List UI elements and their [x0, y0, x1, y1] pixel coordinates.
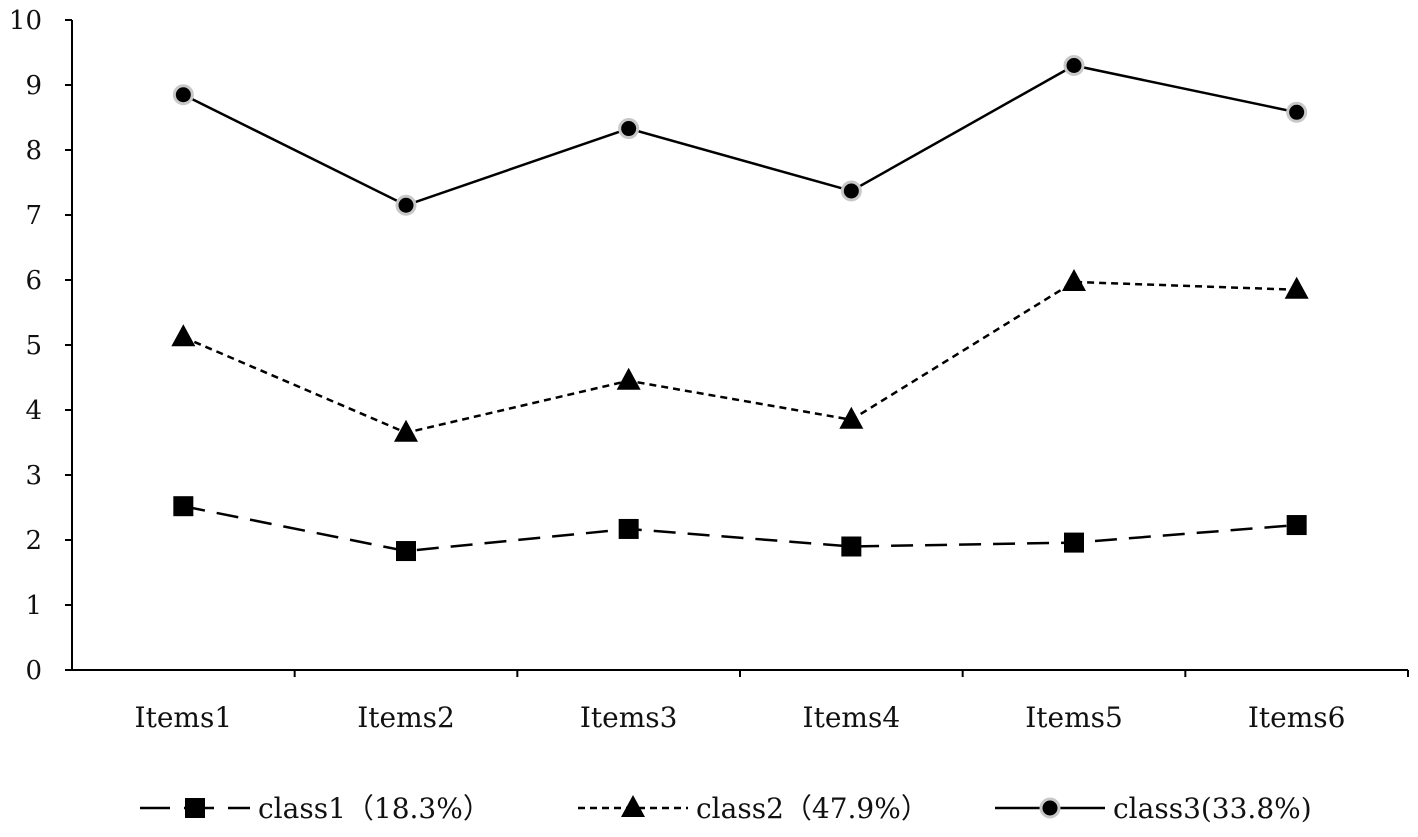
legend: class1（18.3%） class2（47.9%） class3(33.8%) — [140, 792, 1312, 825]
x-tick-label: Items4 — [803, 701, 901, 734]
x-tick-label: Items2 — [357, 701, 455, 734]
y-tick-label: 2 — [25, 526, 42, 556]
series-2 — [171, 268, 1309, 442]
x-axis: Items1 Items2 Items3 Items4 Items5 Items6 — [72, 669, 1409, 734]
series-1-line — [183, 504, 1297, 553]
series-1-point — [396, 541, 416, 562]
series-3-point — [172, 84, 194, 106]
legend-item-2: class2（47.9%） — [578, 792, 929, 825]
y-tick-label: 0 — [25, 656, 42, 686]
y-tick-label: 4 — [25, 396, 42, 426]
y-tick-label: 10 — [9, 6, 42, 36]
legend-item-3: class3(33.8%) — [995, 792, 1312, 825]
series-3 — [172, 55, 1308, 216]
x-tick-label: Items1 — [135, 701, 233, 734]
series-3-point — [395, 194, 417, 216]
series-3-point — [1286, 101, 1308, 123]
series-layer — [171, 55, 1309, 562]
legend-marker — [185, 798, 205, 818]
series-2-line — [182, 280, 1297, 435]
legend-label: class2（47.9%） — [696, 792, 929, 825]
y-tick-label: 5 — [25, 331, 42, 361]
y-tick-label: 7 — [25, 201, 42, 231]
y-tick-label: 9 — [25, 71, 42, 101]
legend-marker — [1039, 797, 1061, 819]
series-1-point — [841, 536, 862, 557]
series-3-line — [182, 64, 1297, 207]
series-2-point — [1062, 268, 1086, 291]
y-tick-label: 6 — [25, 266, 42, 296]
series-1-point — [618, 518, 639, 539]
series-2-point — [171, 324, 196, 347]
series-1 — [173, 496, 1307, 562]
series-2-point — [839, 406, 864, 429]
series-2-point — [1284, 276, 1309, 299]
y-tick-label: 8 — [25, 136, 42, 166]
y-tick-label: 3 — [25, 461, 42, 491]
legend-label: class1（18.3%） — [258, 792, 491, 825]
x-tick-label: Items5 — [1025, 701, 1123, 734]
x-tick-label: Items6 — [1248, 701, 1346, 734]
series-3-point — [840, 180, 862, 202]
series-2-point — [394, 419, 418, 442]
legend-marker — [621, 795, 645, 817]
y-tick-label: 1 — [25, 591, 42, 621]
x-tick-label: Items3 — [580, 701, 678, 734]
series-3-point — [1063, 55, 1085, 76]
series-1-point — [1286, 515, 1307, 536]
y-axis: 0 1 2 3 4 5 6 7 8 9 10 — [9, 6, 73, 686]
series-1-point — [1064, 532, 1084, 553]
legend-label: class3(33.8%) — [1113, 792, 1312, 825]
series-1-point — [173, 496, 194, 517]
legend-item-1: class1（18.3%） — [140, 792, 491, 825]
series-3-point — [618, 118, 640, 140]
series-2-point — [616, 367, 641, 390]
